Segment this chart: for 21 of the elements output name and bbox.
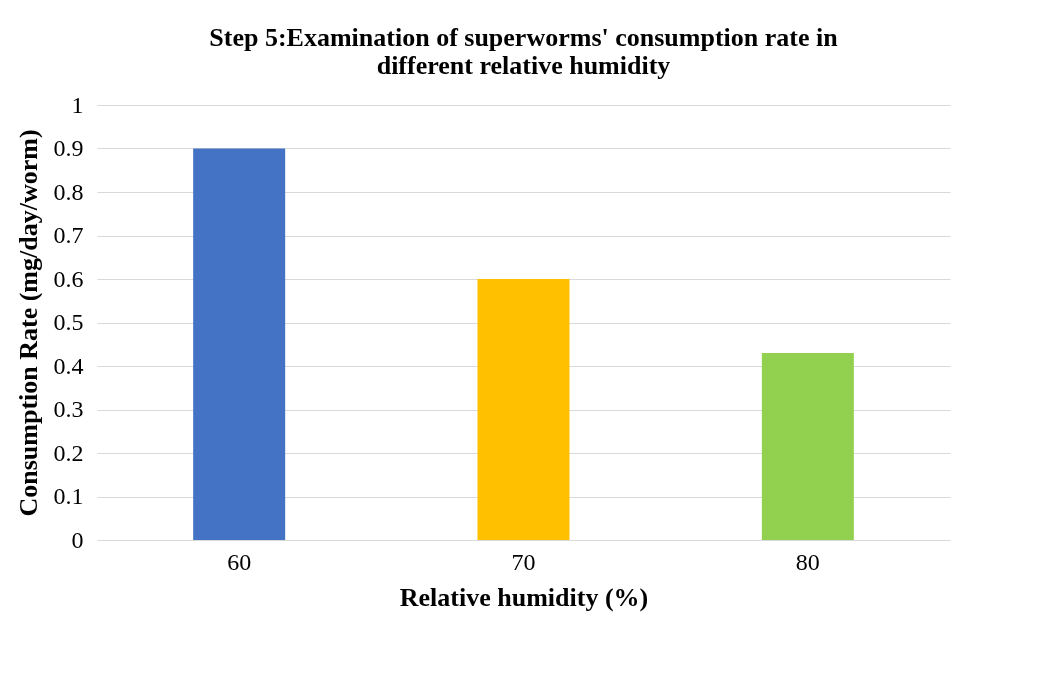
x-axis-title: Relative humidity (%) — [399, 582, 649, 612]
y-tick-label: 1 — [71, 91, 84, 118]
x-tick-label: 60 — [227, 548, 252, 575]
y-tick-label: 0.7 — [53, 222, 84, 248]
y-tick-label: 0.9 — [53, 135, 84, 161]
y-tick-label: 0.3 — [53, 396, 84, 422]
y-tick-label: 0.1 — [53, 483, 84, 509]
y-tick-label: 0.4 — [53, 352, 84, 379]
y-tick-label: 0.8 — [53, 178, 84, 205]
x-tick-label: 80 — [795, 548, 820, 575]
bar — [761, 352, 854, 540]
text: Step 5:Examination of superworms' consumption rate in — [209, 23, 838, 52]
y-axis-title: Consumption Rate (mg/day/worm) — [13, 129, 43, 517]
text: different relative humidity — [376, 51, 671, 80]
y-tick-label: 0.5 — [53, 309, 84, 335]
x-tick-label: 70 — [511, 548, 536, 575]
y-tick-label: 0 — [71, 526, 84, 553]
bar — [477, 279, 570, 540]
y-tick-label: 0.6 — [53, 265, 84, 292]
y-tick-label: 0.2 — [53, 439, 84, 466]
bar — [193, 148, 286, 540]
